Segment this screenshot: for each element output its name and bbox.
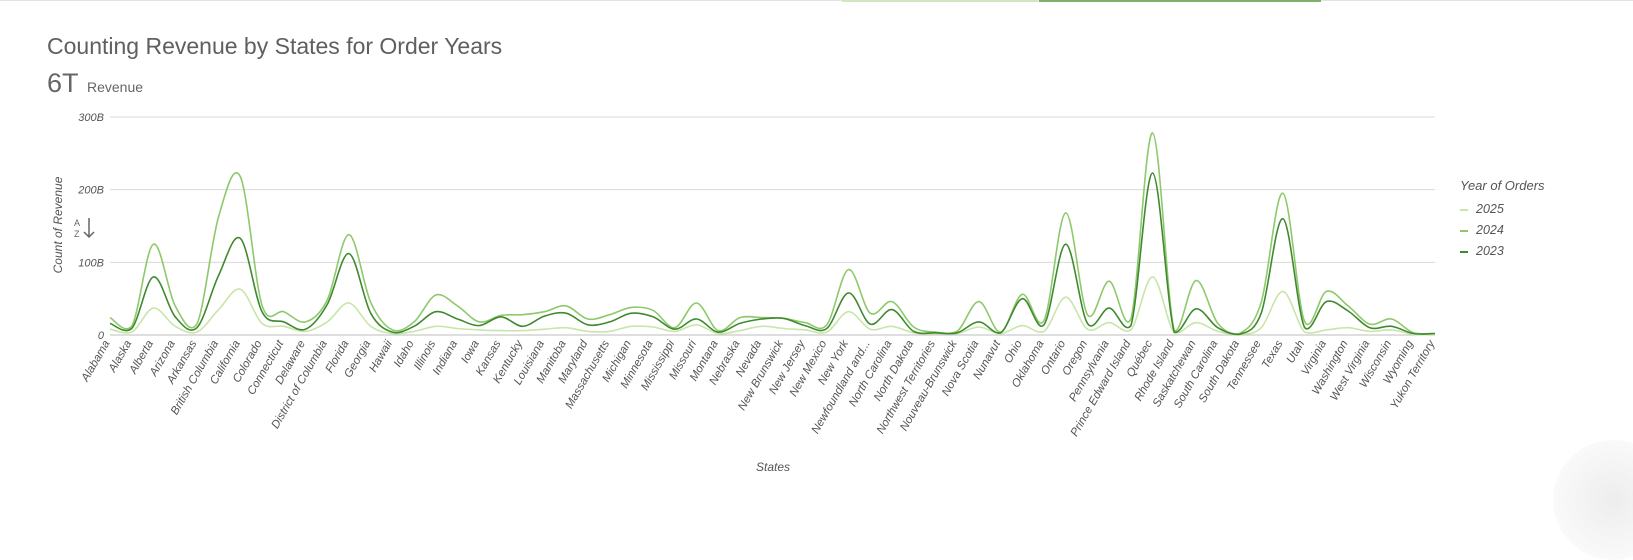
sort-az-icon[interactable]: A Z [74,216,96,244]
kpi-label: Revenue [86,79,144,95]
kpi-value: 6T [47,68,79,98]
x-tick-label: Utah [1285,339,1308,366]
x-tick-label: Texas [1260,338,1286,370]
y-tick-label: 200B [77,185,104,197]
svg-text:Z: Z [74,229,80,239]
y-tick-label: 0 [98,330,105,342]
svg-text:A: A [74,218,80,228]
legend-item-2023[interactable]: 2023 [1460,241,1545,262]
series-line-2024[interactable] [109,132,1436,335]
legend-title: Year of Orders [1460,178,1545,193]
series-line-2025[interactable] [109,276,1436,336]
legend-label: 2024 [1476,223,1504,237]
x-tick-label: Alabama [79,339,113,385]
y-tick-label: 100B [78,257,104,269]
y-axis-title: Count of Revenue [51,176,65,273]
top-tab-indicator-active [1039,0,1321,2]
legend-item-2025[interactable]: 2025 [1460,199,1545,220]
legend-label: 2025 [1476,202,1504,216]
x-axis-title: States [756,460,790,474]
legend-swatch [1460,208,1468,211]
top-divider [0,0,1633,1]
legend-swatch [1460,229,1468,232]
legend-label: 2023 [1476,244,1504,258]
kpi-summary: 6T Revenue [47,68,143,99]
x-tick-label: Iowa [459,339,482,366]
legend-swatch [1460,250,1468,253]
legend-item-2024[interactable]: 2024 [1460,220,1545,241]
top-tab-indicator [842,0,1038,2]
series-line-2023[interactable] [109,172,1436,336]
chart-legend: Year of Orders 2025 2024 2023 [1460,178,1545,262]
y-tick-label: 300B [78,112,104,124]
chart-title: Counting Revenue by States for Order Yea… [47,33,503,59]
x-tick-label: Ohio [1002,338,1025,366]
